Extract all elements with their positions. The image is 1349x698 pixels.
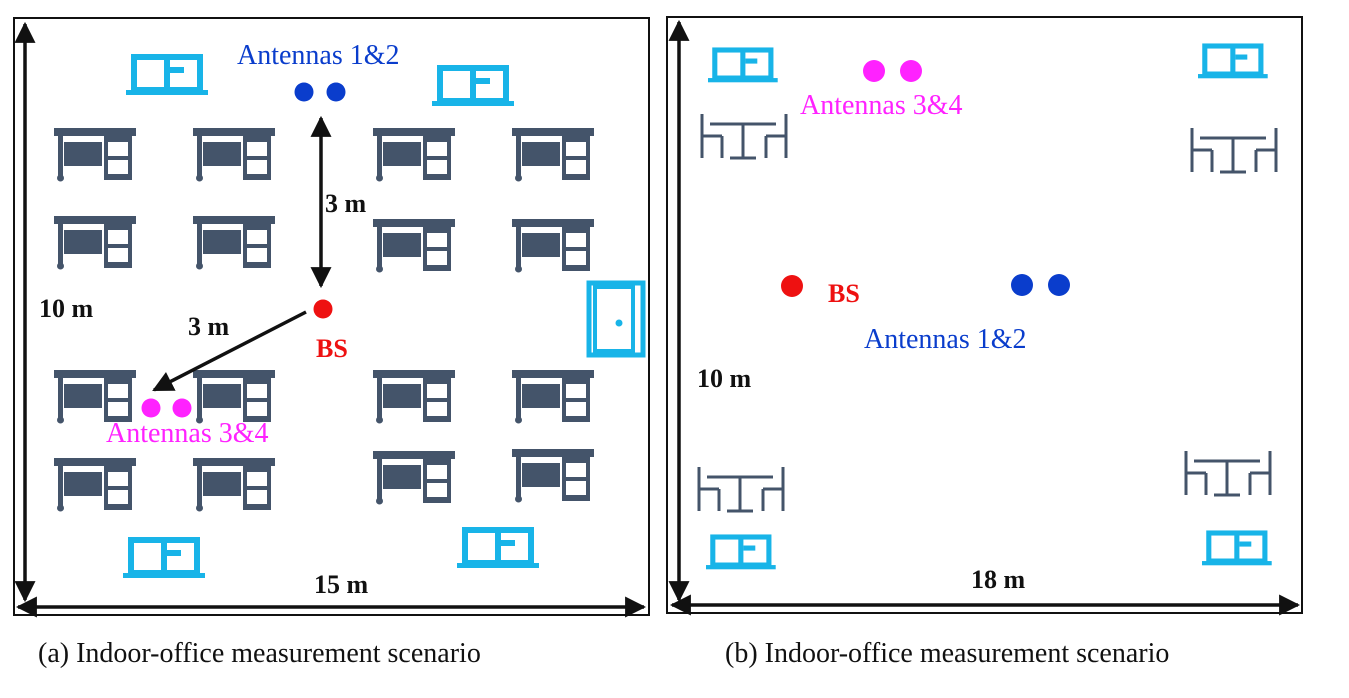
desk-icon [512,449,594,503]
desk-icon [193,216,275,270]
bs-to-antennas-34-arrow [152,310,307,392]
panel-a-bs-label: BS [316,334,348,363]
antenna-2-marker [1048,274,1070,296]
window-icon [457,530,539,568]
panel-b-antennas-12-label: Antennas 1&2 [864,324,1027,355]
window-icon [708,50,778,82]
panel-b-bs-label: BS [828,279,860,308]
desk-icon [54,128,136,182]
desk-icon [373,370,455,424]
antenna-1-marker [294,82,314,102]
dining-table-icon [1190,126,1278,174]
desk-icon [512,128,594,182]
desk-icon [193,370,275,424]
desk-icon [193,128,275,182]
desk-icon [373,451,455,505]
dining-table-icon [697,465,785,513]
desk-icon [54,216,136,270]
bs-marker [313,299,333,319]
panel-b-antennas-34-label: Antennas 3&4 [800,90,963,121]
panel-a-antennas-12-label: Antennas 1&2 [237,40,400,71]
panel-a-caption: (a) Indoor-office measurement scenario [38,638,481,669]
panel-a: BS Antennas 1&2 Antennas 3&4 3 m 3 m 10 … [13,17,650,618]
desk-icon [373,219,455,273]
desk-icon [54,370,136,424]
panel-a-vertical-distance-label: 3 m [325,189,367,218]
window-icon [432,68,514,106]
panel-a-height-label: 10 m [39,294,94,323]
bs-marker [781,275,803,297]
window-icon [706,537,776,569]
panel-a-border [13,17,650,616]
window-icon [126,57,208,95]
desk-icon [54,458,136,512]
panel-b-caption: (b) Indoor-office measurement scenario [725,638,1170,669]
door-icon [589,283,643,355]
window-icon [1198,46,1268,78]
dining-table-icon [700,112,788,160]
antenna-4-marker [172,398,192,418]
window-icon [1202,533,1272,565]
panel-a-antennas-34-label: Antennas 3&4 [106,418,269,449]
antenna-3-marker [863,60,885,82]
antenna-4-marker [900,60,922,82]
panel-b: Antennas 3&4 BS Antennas 1&2 10 m 18 m [666,16,1303,616]
dining-table-icon [1184,449,1272,497]
panel-b-width-label: 18 m [971,565,1026,594]
antenna-1-marker [1011,274,1033,296]
panel-b-height-label: 10 m [697,364,752,393]
desk-icon [193,458,275,512]
antenna-2-marker [326,82,346,102]
panel-a-diagonal-distance-label: 3 m [188,312,230,341]
desk-icon [373,128,455,182]
desk-icon [512,370,594,424]
panel-a-width-label: 15 m [314,570,369,599]
panel-b-border [666,16,1303,614]
antenna-3-marker [141,398,161,418]
window-icon [123,540,205,578]
desk-icon [512,219,594,273]
